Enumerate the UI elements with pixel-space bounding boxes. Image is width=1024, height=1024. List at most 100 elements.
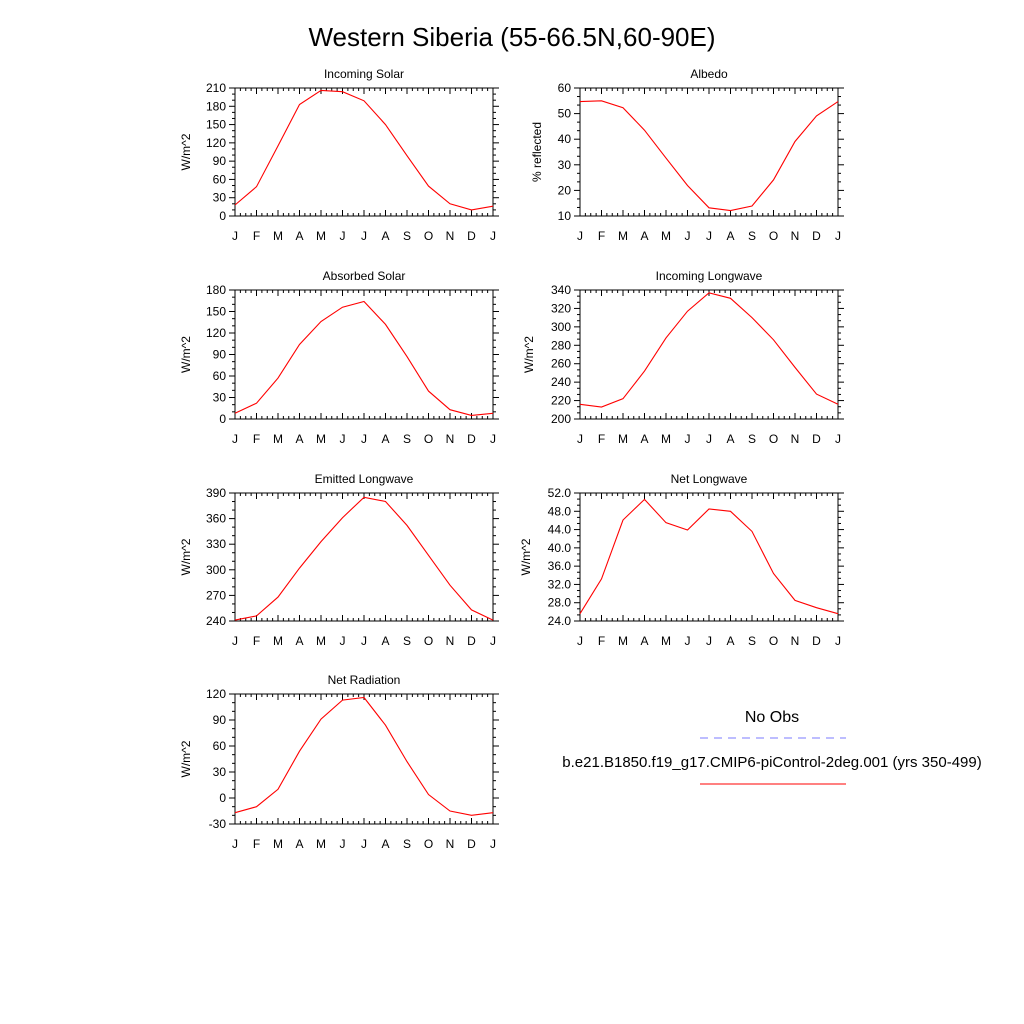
x-tick-label: M [618, 634, 628, 648]
x-tick-label: M [316, 634, 326, 648]
x-tick-label: J [706, 432, 712, 446]
plot-frame [579, 87, 839, 217]
x-tick-label: J [706, 229, 712, 243]
y-tick-label: 240 [206, 614, 226, 628]
y-tick-label: 60 [558, 81, 572, 95]
x-tick-label: A [381, 432, 389, 446]
y-tick-label: 260 [551, 357, 571, 371]
figure-title: Western Siberia (55-66.5N,60-90E) [308, 22, 715, 52]
x-tick-label: J [232, 837, 238, 851]
panel-title: Incoming Longwave [656, 269, 763, 283]
x-tick-label: M [273, 634, 283, 648]
x-tick-label: N [446, 229, 455, 243]
x-tick-label: N [791, 229, 800, 243]
y-tick-label: 270 [206, 588, 226, 602]
y-axis-title: % reflected [530, 122, 544, 182]
y-tick-label: 330 [206, 537, 226, 551]
x-tick-label: J [577, 634, 583, 648]
x-tick-label: J [232, 229, 238, 243]
y-tick-label: 60 [213, 739, 227, 753]
x-tick-label: A [381, 634, 389, 648]
y-tick-label: 390 [206, 486, 226, 500]
y-tick-label: 300 [206, 563, 226, 577]
x-tick-label: S [748, 229, 756, 243]
x-tick-label: F [253, 634, 260, 648]
x-tick-label: F [598, 634, 605, 648]
x-tick-label: O [424, 229, 433, 243]
y-axis-title: W/m^2 [179, 740, 193, 777]
y-tick-label: 300 [551, 320, 571, 334]
x-tick-label: O [769, 432, 778, 446]
panel-title: Net Radiation [328, 673, 401, 687]
y-tick-label: 30 [558, 158, 572, 172]
x-tick-label: S [748, 432, 756, 446]
x-tick-label: D [467, 229, 476, 243]
x-tick-label: M [661, 229, 671, 243]
x-tick-label: M [273, 837, 283, 851]
x-tick-label: J [835, 634, 841, 648]
x-tick-label: A [295, 432, 303, 446]
y-tick-label: 0 [219, 791, 226, 805]
y-tick-label: 0 [219, 412, 226, 426]
x-tick-label: F [598, 432, 605, 446]
x-tick-label: M [316, 229, 326, 243]
x-tick-label: F [253, 229, 260, 243]
legend-model-label: b.e21.B1850.f19_g17.CMIP6-piControl-2deg… [562, 754, 981, 771]
y-tick-label: 30 [213, 191, 227, 205]
y-tick-label: 60 [213, 172, 227, 186]
panel-title: Emitted Longwave [315, 472, 414, 486]
x-tick-label: J [361, 432, 367, 446]
x-tick-label: A [640, 432, 648, 446]
x-tick-label: N [791, 432, 800, 446]
y-tick-label: 90 [213, 713, 227, 727]
x-tick-label: O [769, 634, 778, 648]
x-tick-label: S [403, 634, 411, 648]
x-tick-label: O [769, 229, 778, 243]
y-tick-label: 24.0 [548, 614, 572, 628]
x-tick-label: A [726, 432, 734, 446]
plot-frame [234, 492, 494, 622]
x-tick-label: J [490, 229, 496, 243]
x-tick-label: S [748, 634, 756, 648]
plot-frame [234, 289, 494, 420]
x-tick-label: J [232, 634, 238, 648]
y-tick-label: 30 [213, 765, 227, 779]
x-tick-label: S [403, 229, 411, 243]
x-tick-label: J [685, 229, 691, 243]
x-tick-label: M [661, 432, 671, 446]
panel-4: J F M A M J J A S O N D J200220240260280300320340Inc… [522, 269, 844, 446]
y-tick-label: 210 [206, 81, 226, 95]
x-tick-label: M [316, 432, 326, 446]
panel-title: Incoming Solar [324, 67, 404, 81]
y-tick-label: 36.0 [548, 559, 572, 573]
y-tick-label: 60 [213, 369, 227, 383]
x-tick-label: A [640, 229, 648, 243]
x-tick-label: J [340, 229, 346, 243]
x-tick-label: M [618, 229, 628, 243]
x-tick-label: J [361, 229, 367, 243]
y-tick-label: 150 [206, 305, 226, 319]
y-tick-label: 90 [213, 348, 227, 362]
y-tick-label: 48.0 [548, 504, 572, 518]
y-tick-label: 360 [206, 512, 226, 526]
panel-title: Net Longwave [671, 472, 748, 486]
y-tick-label: 10 [558, 209, 572, 223]
x-tick-label: S [403, 432, 411, 446]
x-tick-label: F [253, 432, 260, 446]
x-tick-label: D [467, 837, 476, 851]
x-tick-label: A [726, 229, 734, 243]
x-tick-label: D [812, 229, 821, 243]
x-tick-label: N [791, 634, 800, 648]
y-tick-label: 240 [551, 375, 571, 389]
panel-title: Absorbed Solar [323, 269, 406, 283]
y-tick-label: 40 [558, 132, 572, 146]
series-line [579, 498, 839, 615]
x-tick-label: N [446, 634, 455, 648]
x-tick-label: D [812, 634, 821, 648]
x-tick-label: A [295, 634, 303, 648]
x-tick-label: F [598, 229, 605, 243]
y-tick-label: 180 [206, 283, 226, 297]
y-tick-label: 150 [206, 118, 226, 132]
